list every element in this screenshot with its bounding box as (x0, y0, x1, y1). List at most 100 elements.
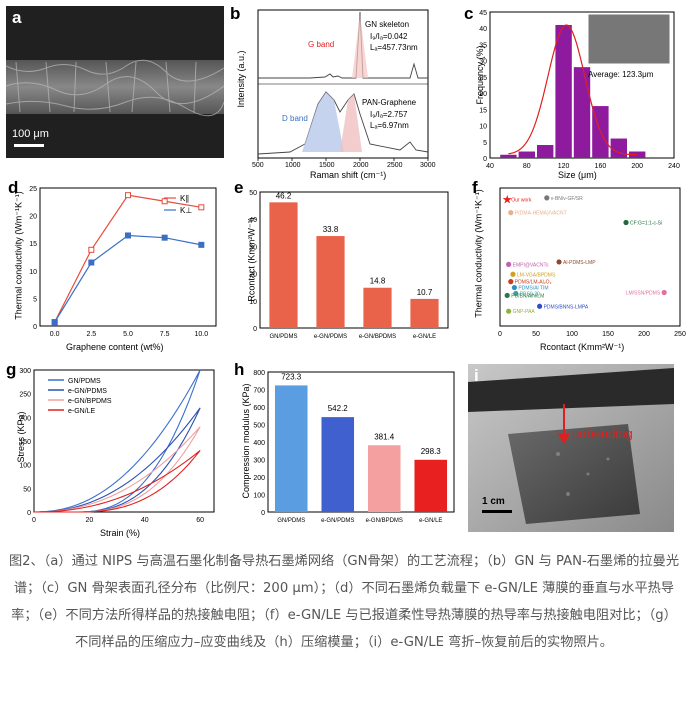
f-axes (499, 187, 681, 327)
f-xtick: 0 (498, 331, 502, 338)
d-xtick: 10.0 (195, 331, 209, 338)
h-ytick: 0 (261, 510, 265, 517)
panel-g-stress-strain: g GN/PDMS e-GN/PDMS e-GN/BPDMS e-GN/LE 0 20 40… (4, 360, 224, 538)
d-ylabel: Thermal conductivity (Wm⁻¹K⁻¹) (13, 191, 24, 320)
g-curve-0 (33, 369, 201, 513)
c-ylabel: Frequency (%) (475, 45, 485, 105)
panel-c-label: c (464, 4, 474, 23)
d-ytick: 5 (33, 296, 37, 303)
f-point (544, 195, 550, 201)
stress-strain-plot: GN/PDMS e-GN/PDMS e-GN/BPDMS e-GN/LE 0 20 40 60… (19, 368, 215, 524)
f-xtick: 200 (638, 331, 650, 338)
h-category: GN/PDMS (277, 518, 305, 524)
f-point (506, 308, 512, 314)
f-point-label: LM-VGA/BPDMS (517, 272, 556, 278)
g-xtick: 0 (32, 517, 36, 524)
h-bar (367, 445, 401, 512)
f-point (513, 290, 519, 297)
c-xtick: 80 (523, 163, 531, 170)
h-value-label: 542.2 (328, 404, 349, 413)
i-annotation: unbending (572, 426, 633, 441)
e-axes (259, 191, 449, 329)
scale-bar-label: 100 μm (12, 128, 49, 140)
c-bar (555, 24, 572, 158)
g-ytick: 50 (23, 486, 31, 493)
e-ytick: 50 (249, 190, 257, 197)
panel-c-size-distribution: c 40 80 120 160 200 240 0 5 10 15 20 25 30 35 40 45 Ave… (462, 4, 684, 180)
raman-d-band: D band (282, 114, 308, 123)
figure-caption: 图2、（a）通过 NIPS 与高温石墨化制备导热石墨烯网络（GN骨架）的工艺流程… (8, 554, 680, 650)
d-point (125, 232, 131, 239)
raman-bottom-ratio: I₉/Iₐ=2.757 (370, 110, 408, 119)
sem-cross-section (6, 6, 224, 158)
e-value-label: 10.7 (417, 288, 433, 297)
d-point (125, 192, 131, 199)
c-ytick: 25 (479, 75, 487, 82)
f-point-label: P(DMA-HEMA)/VACNT (515, 211, 567, 217)
d-point (198, 204, 205, 211)
scale-bar (14, 144, 44, 147)
f-point-label: PBS0-20 (520, 291, 540, 297)
e-bar (269, 202, 298, 328)
c-bar (537, 145, 554, 158)
raman-plot (257, 9, 429, 161)
f-point (504, 292, 510, 299)
g-legend-label: e-GN/LE (68, 408, 96, 415)
f-xtick: 100 (566, 331, 578, 338)
f-point-label: PDMS/Al TIM (518, 286, 548, 292)
h-bar (321, 417, 355, 512)
e-bar (363, 287, 392, 328)
d-point (88, 259, 95, 266)
panel-i-label: i (474, 366, 479, 385)
c-ytick: 10 (479, 124, 487, 131)
panel-e-label: e (234, 178, 244, 197)
f-point-label: CF:G=1:1-c-Si (630, 221, 662, 227)
f-point (510, 271, 516, 277)
g-legend-label: e-GN/PDMS (68, 388, 107, 395)
g-xlabel: Strain (%) (100, 528, 141, 538)
d-xtick: 2.5 (86, 331, 96, 338)
raman-top-name: GN skeleton (365, 20, 410, 29)
e-category: e-GN/BPDMS (359, 334, 396, 340)
h-value-label: 381.4 (374, 432, 395, 441)
panel-e-contact-resistance: e 46.2 GN/PDMS 33.8 e-GN/PDMS 14.8 e-GN/BPDMS… (226, 178, 458, 354)
e-ytick: 20 (249, 272, 257, 279)
g-ytick: 300 (19, 368, 31, 375)
f-point (556, 259, 562, 265)
e-category: GN/PDMS (269, 334, 297, 340)
c-inset-sem (587, 13, 671, 65)
raman-xlabel: Raman shift (cm⁻¹) (310, 170, 387, 180)
f-star-marker: ★ (502, 192, 513, 206)
c-xtick: 240 (668, 163, 680, 170)
c-ytick: 15 (479, 107, 487, 114)
f-xtick: 50 (532, 331, 540, 338)
d-legend-label: K∥ (180, 194, 189, 203)
f-point-label: PU/BN/AlN/LM (511, 293, 544, 299)
panel-i-photo: i unbending 1 cm (468, 364, 674, 532)
film-photo (468, 364, 674, 532)
c-ytick: 35 (479, 42, 487, 49)
e-value-label: 33.8 (323, 225, 339, 234)
h-ytick: 100 (253, 493, 265, 500)
h-ytick: 700 (253, 388, 265, 395)
raman-tick-2500: 2500 (387, 162, 403, 169)
panel-d-thermal-conductivity: d K∥ K⊥ 0.0 2.5 5.0 7.5 10.0 0 5 10 15 20 25 Thermal… (4, 178, 224, 354)
g-ytick: 100 (19, 463, 31, 470)
h-category: e-GN/LE (419, 518, 442, 524)
panel-b-label: b (230, 4, 241, 23)
c-bar (518, 151, 535, 158)
h-category: e-GN/PDMS (321, 518, 354, 524)
h-ytick: 800 (253, 370, 265, 377)
c-ytick: 30 (479, 59, 487, 66)
e-category: e-GN/PDMS (314, 334, 347, 340)
f-point (661, 289, 667, 296)
g-ylabel: Stress (KPa) (16, 411, 26, 463)
e-bar (410, 298, 439, 328)
c-ytick: 40 (479, 26, 487, 33)
g-xtick: 60 (196, 517, 204, 524)
g-ytick: 200 (19, 415, 31, 422)
f-point-label: Al-PDMS-LMP (563, 260, 596, 266)
c-bar (610, 138, 627, 158)
d-point (88, 246, 95, 253)
c-bar (500, 154, 517, 158)
